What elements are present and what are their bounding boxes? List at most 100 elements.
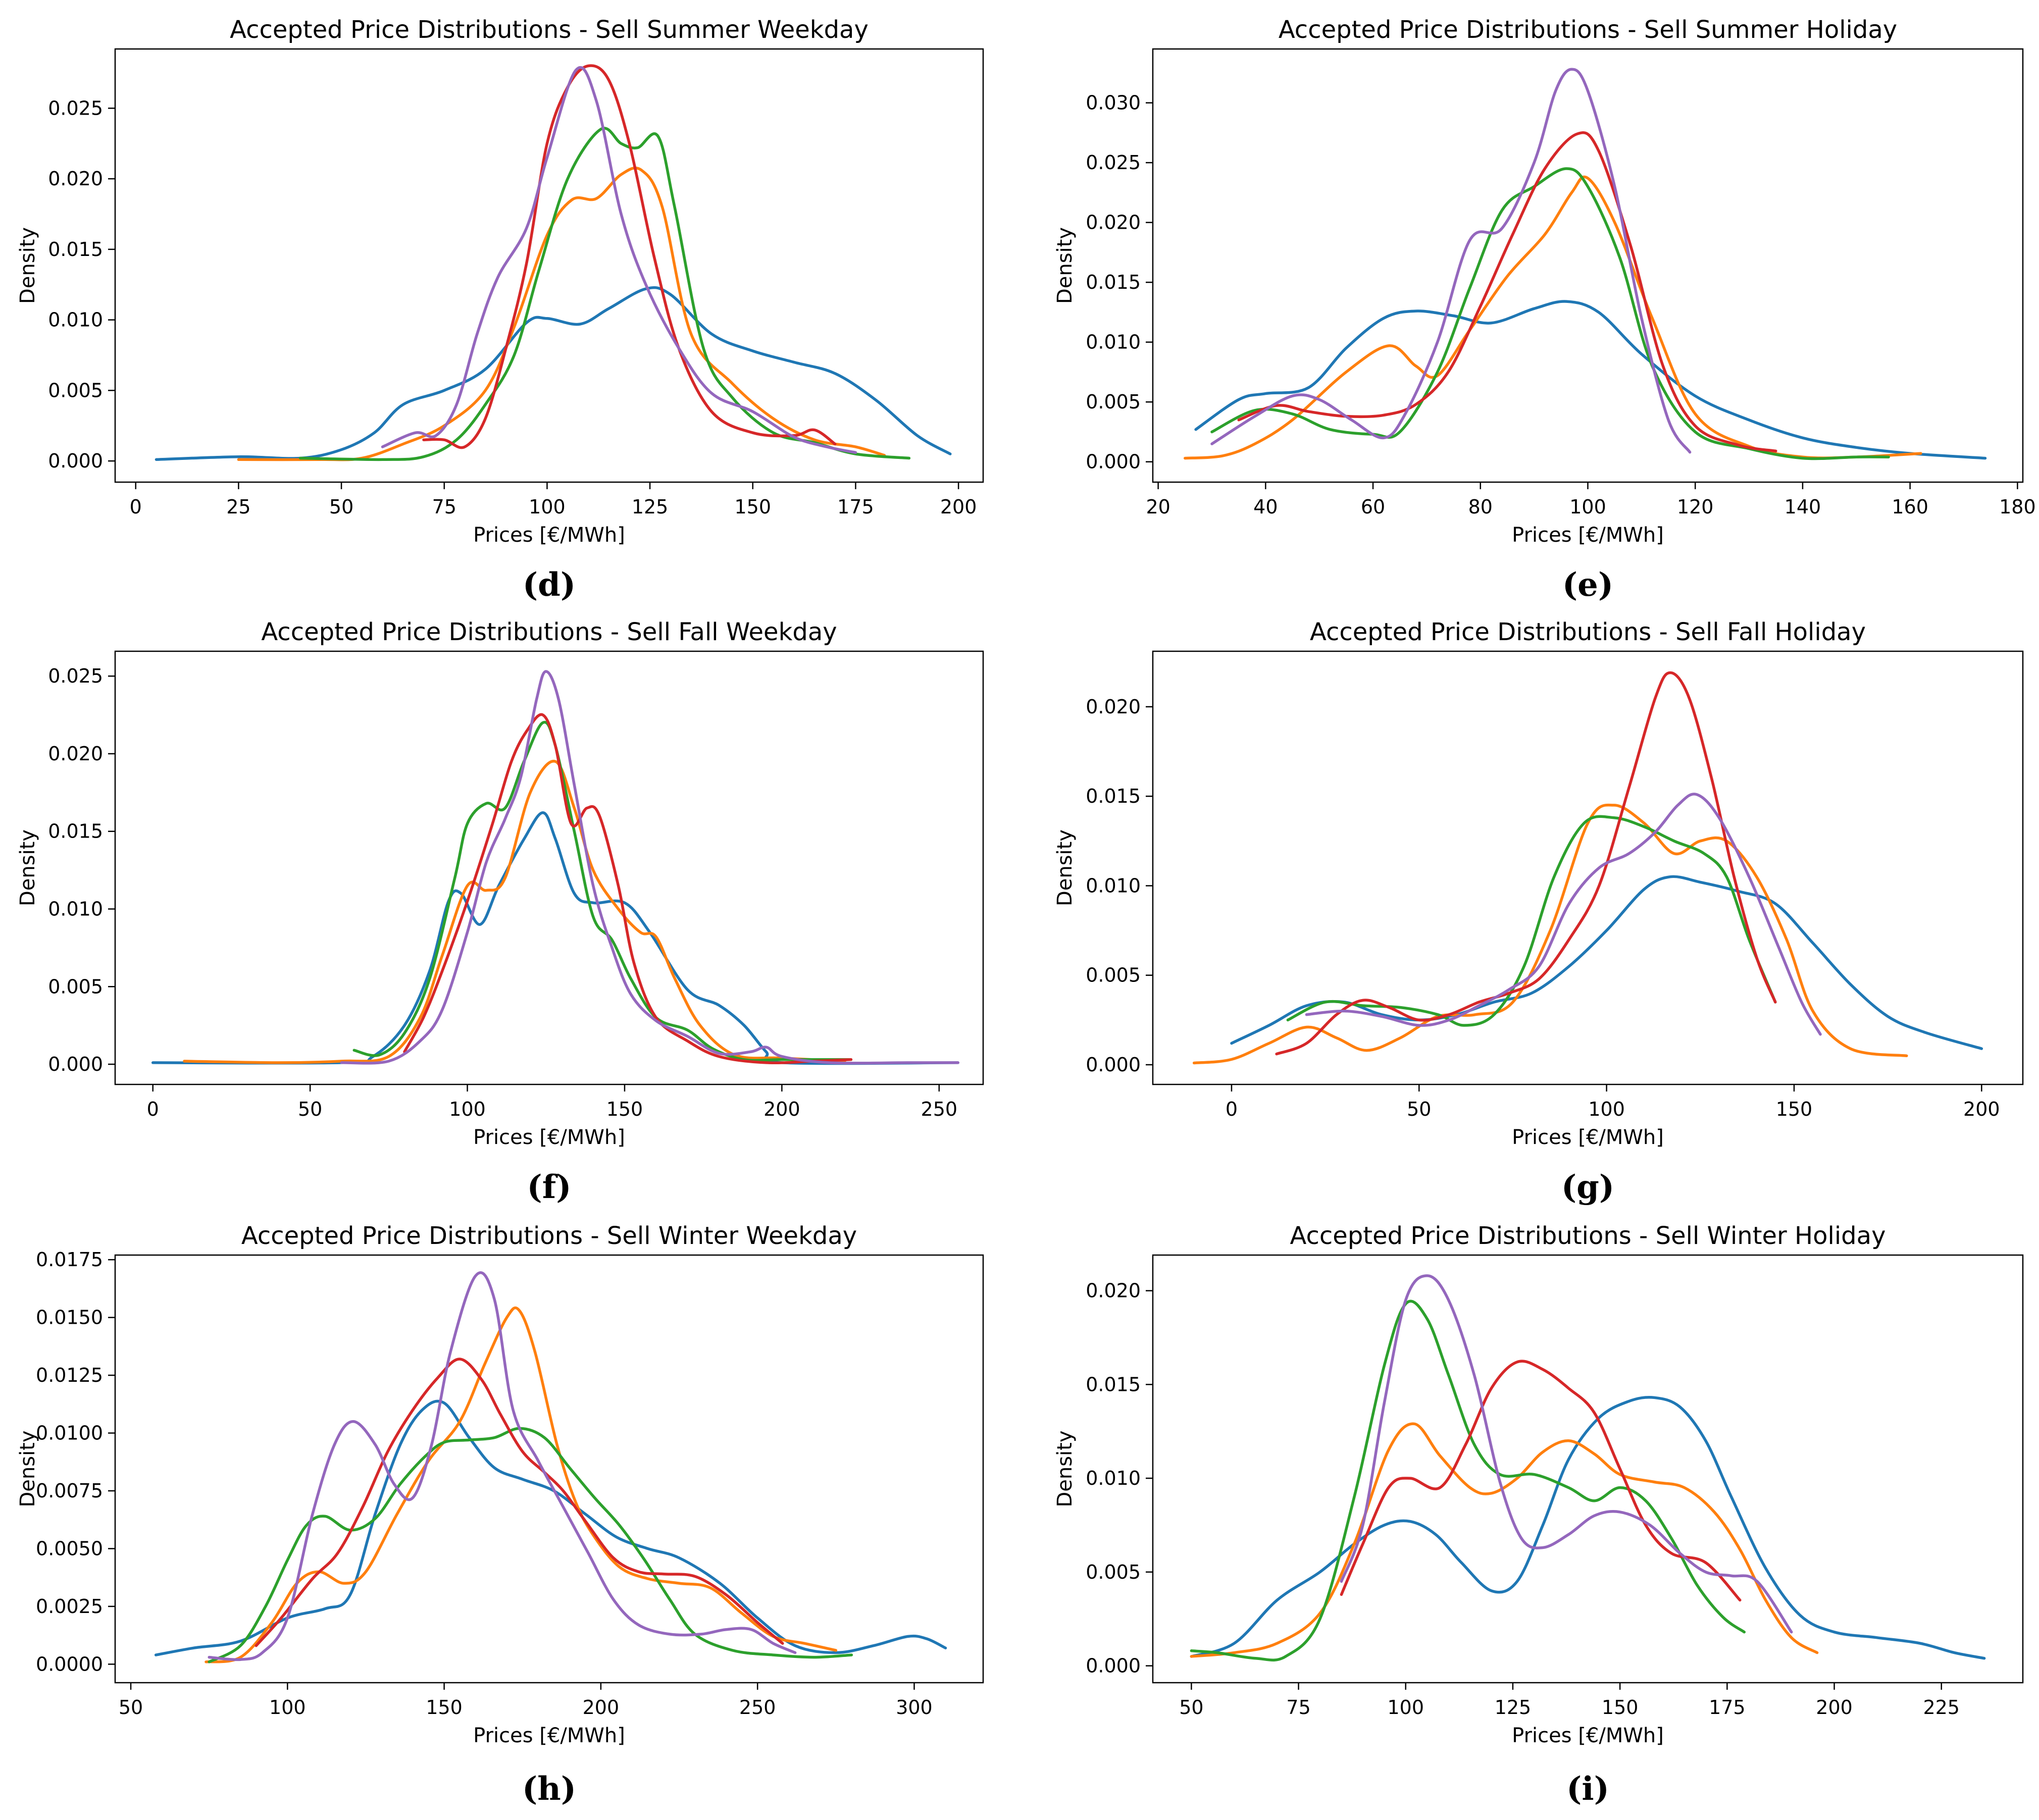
y-axis-label: Density <box>1053 1430 1077 1507</box>
y-tick-label: 0.015 <box>48 820 103 843</box>
x-tick-label: 20 <box>1146 496 1170 518</box>
chart-title: Accepted Price Distributions - Sell Summ… <box>230 16 869 44</box>
y-axis-label: Density <box>1053 227 1077 304</box>
y-axis-label: Density <box>16 829 39 906</box>
axes-frame <box>114 48 984 483</box>
y-tick-label: 0.005 <box>1086 964 1141 986</box>
y-tick-label: 0.010 <box>1086 1467 1141 1489</box>
axes-frame <box>114 650 984 1085</box>
series-line-purple <box>340 670 959 1065</box>
y-tick-label: 0.0125 <box>36 1364 103 1386</box>
series-group <box>151 670 959 1065</box>
series-line-red <box>1237 131 1777 453</box>
axes-frame <box>1152 650 2024 1085</box>
x-tick-label: 150 <box>1602 1696 1639 1719</box>
y-tick-label: 0.0150 <box>36 1307 103 1329</box>
x-tick-label: 80 <box>1468 496 1493 518</box>
chart-panel-i: Accepted Price Distributions - Sell Wint… <box>1053 1222 2024 1808</box>
x-tick-label: 160 <box>1892 496 1928 518</box>
panel-label: (h) <box>522 1770 576 1808</box>
y-tick-label: 0.0000 <box>36 1653 103 1675</box>
panel-label: (d) <box>523 566 576 604</box>
x-tick-label: 200 <box>583 1696 620 1719</box>
axes-frame <box>1152 48 2024 483</box>
y-tick-label: 0.015 <box>1086 785 1141 807</box>
x-tick-label: 250 <box>739 1696 776 1719</box>
y-tick-label: 0.030 <box>1086 92 1141 114</box>
chart-title: Accepted Price Distributions - Sell Fall… <box>261 618 837 646</box>
chart-title: Accepted Price Distributions - Sell Wint… <box>241 1222 857 1250</box>
chart-panel-f: Accepted Price Distributions - Sell Fall… <box>16 618 984 1206</box>
y-tick-label: 0.0075 <box>36 1480 103 1502</box>
x-tick-label: 100 <box>1569 496 1606 518</box>
series-line-red <box>254 1358 784 1647</box>
panel-label: (e) <box>1562 566 1613 604</box>
series-line-orange <box>205 1306 838 1663</box>
series-group <box>155 64 952 461</box>
y-tick-label: 0.000 <box>1086 1655 1141 1677</box>
series-line-blue <box>155 286 952 461</box>
y-tick-label: 0.000 <box>48 450 103 472</box>
series-line-blue <box>1194 300 1987 460</box>
panel-label: (g) <box>1561 1168 1614 1206</box>
x-axis-label: Prices [€/MWh] <box>1512 524 1664 547</box>
y-tick-label: 0.010 <box>1086 874 1141 897</box>
x-axis-label: Prices [€/MWh] <box>473 524 625 547</box>
x-tick-label: 125 <box>1495 1696 1532 1719</box>
y-tick-label: 0.025 <box>48 665 103 687</box>
series-line-orange <box>1192 803 1908 1065</box>
series-group <box>1192 671 1983 1065</box>
y-tick-label: 0.015 <box>1086 1373 1141 1395</box>
x-tick-label: 150 <box>1776 1098 1813 1120</box>
x-tick-label: 150 <box>426 1696 463 1719</box>
y-axis-label: Density <box>16 1430 39 1507</box>
series-line-purple <box>381 66 857 454</box>
x-tick-label: 0 <box>1226 1098 1238 1120</box>
x-tick-label: 50 <box>329 496 353 518</box>
x-tick-label: 200 <box>1816 1696 1853 1719</box>
panel-label: (f) <box>527 1168 571 1206</box>
x-axis-label: Prices [€/MWh] <box>1512 1724 1664 1747</box>
series-group <box>1184 68 1987 460</box>
y-tick-label: 0.010 <box>48 898 103 920</box>
series-line-purple <box>1305 793 1822 1036</box>
x-tick-label: 200 <box>940 496 977 518</box>
x-tick-label: 175 <box>1709 1696 1746 1719</box>
series-line-green <box>352 720 853 1062</box>
series-line-red <box>1340 1360 1742 1602</box>
y-tick-label: 0.015 <box>48 238 103 261</box>
y-tick-label: 0.015 <box>1086 271 1141 293</box>
x-tick-label: 50 <box>1179 1696 1203 1719</box>
y-tick-label: 0.025 <box>48 97 103 119</box>
x-tick-label: 200 <box>1963 1098 2000 1120</box>
y-tick-label: 0.020 <box>1086 212 1141 234</box>
y-tick-label: 0.005 <box>48 379 103 401</box>
y-tick-label: 0.0050 <box>36 1537 103 1559</box>
x-tick-label: 25 <box>226 496 250 518</box>
series-line-orange <box>237 167 886 461</box>
x-tick-label: 150 <box>735 496 772 518</box>
y-tick-label: 0.0175 <box>36 1249 103 1271</box>
x-tick-label: 60 <box>1361 496 1385 518</box>
y-tick-label: 0.020 <box>1086 1280 1141 1302</box>
x-tick-label: 75 <box>432 496 456 518</box>
x-tick-label: 100 <box>1588 1098 1625 1120</box>
series-group <box>1190 1274 1986 1662</box>
series-group <box>154 1271 947 1663</box>
series-line-green <box>1210 167 1890 460</box>
y-tick-label: 0.010 <box>1086 331 1141 353</box>
y-tick-label: 0.020 <box>48 743 103 765</box>
series-line-green <box>208 1427 853 1663</box>
x-tick-label: 50 <box>119 1696 143 1719</box>
y-tick-label: 0.020 <box>48 168 103 190</box>
series-line-blue <box>1190 1396 1986 1660</box>
chart-panel-d: Accepted Price Distributions - Sell Summ… <box>16 16 984 604</box>
series-line-red <box>422 64 837 449</box>
chart-title: Accepted Price Distributions - Sell Summ… <box>1279 16 1897 44</box>
chart-panel-e: Accepted Price Distributions - Sell Summ… <box>1053 16 2036 604</box>
series-line-blue <box>154 1399 947 1656</box>
y-tick-label: 0.010 <box>48 309 103 331</box>
y-axis-label: Density <box>1053 829 1077 906</box>
